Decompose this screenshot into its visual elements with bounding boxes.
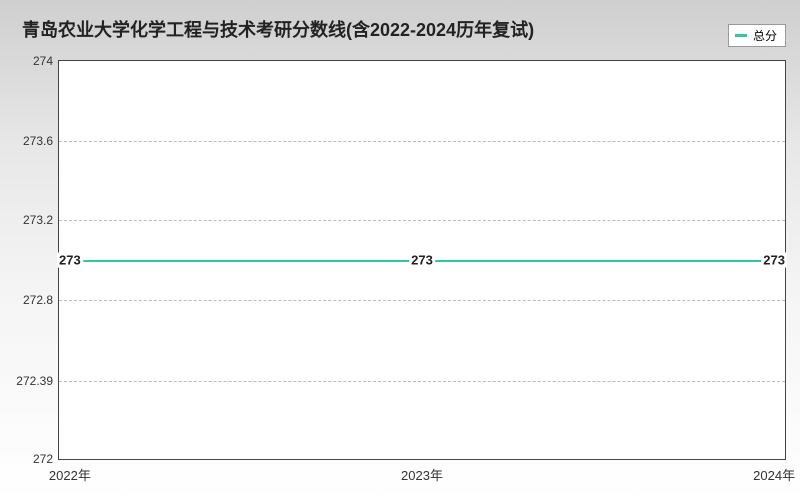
gridline bbox=[59, 300, 785, 301]
gridline bbox=[59, 141, 785, 142]
y-tick-label: 272 bbox=[33, 452, 53, 466]
legend-label: 总分 bbox=[753, 27, 777, 44]
gridline bbox=[59, 381, 785, 382]
y-tick-label: 273.2 bbox=[23, 213, 53, 227]
y-tick-label: 274 bbox=[33, 54, 53, 68]
x-tick-label: 2024年 bbox=[753, 465, 795, 484]
legend: 总分 bbox=[728, 24, 786, 47]
plot-area: 272272.39272.8273.2273.62742022年2023年202… bbox=[58, 60, 786, 460]
data-label: 273 bbox=[409, 253, 435, 268]
legend-swatch bbox=[735, 34, 747, 37]
chart-title: 青岛农业大学化学工程与技术考研分数线(含2022-2024历年复试) bbox=[22, 16, 534, 42]
y-tick-label: 272.8 bbox=[23, 293, 53, 307]
data-label: 273 bbox=[57, 253, 83, 268]
gridline bbox=[59, 220, 785, 221]
data-label: 273 bbox=[761, 253, 787, 268]
y-tick-label: 273.6 bbox=[23, 134, 53, 148]
x-tick-label: 2022年 bbox=[49, 465, 91, 484]
y-tick-label: 272.39 bbox=[16, 374, 53, 388]
x-tick-label: 2023年 bbox=[401, 465, 443, 484]
